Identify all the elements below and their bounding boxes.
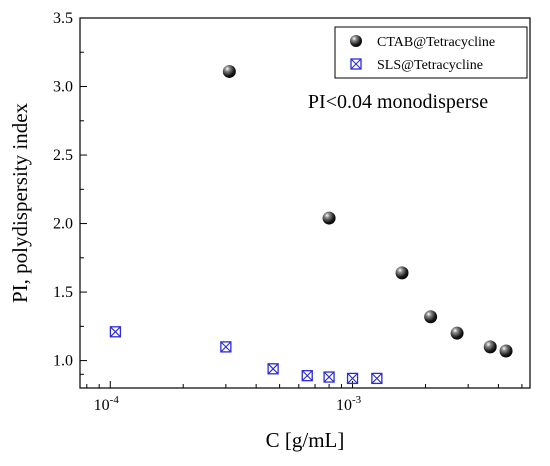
annotation-text: PI<0.04 monodisperse xyxy=(308,91,488,113)
y-axis-title: PI, polydispersity index xyxy=(8,102,32,303)
data-points xyxy=(109,64,513,385)
ctab-data-point xyxy=(222,64,236,78)
legend-marker-ctab xyxy=(350,35,362,47)
x-tick-label: 10-3 xyxy=(336,394,362,414)
sls-data-point xyxy=(109,326,122,338)
legend-label-ctab: CTAB@Tetracycline xyxy=(377,35,495,50)
y-tick-label: 1.0 xyxy=(53,353,73,370)
ctab-data-point xyxy=(483,340,497,354)
y-tick-label: 3.5 xyxy=(53,10,73,27)
y-tick-label: 1.5 xyxy=(53,284,73,301)
legend-square-x xyxy=(350,58,362,70)
sls-data-point xyxy=(346,372,359,385)
y-tick-label: 2.5 xyxy=(53,147,73,164)
ctab-data-point xyxy=(499,344,513,358)
plot-frame xyxy=(79,17,531,389)
ctab-data-point xyxy=(424,310,438,324)
y-tick-label: 2.0 xyxy=(53,216,73,233)
sls-data-point xyxy=(267,363,279,375)
y-tick-label: 3.0 xyxy=(53,79,73,96)
legend-marker-sls xyxy=(350,58,362,70)
y-axis-ticks: 1.0 1.5 2.0 2.5 3.0 3.5 xyxy=(53,10,87,375)
ctab-data-point xyxy=(450,326,464,340)
x-axis-ticks: 10-4 10-3 xyxy=(86,381,523,414)
ctab-data-point xyxy=(322,211,336,225)
legend-label-sls: SLS@Tetracycline xyxy=(377,58,483,73)
sls-data-point xyxy=(220,341,232,353)
sls-data-point xyxy=(301,370,313,382)
x-tick-label: 10-4 xyxy=(94,394,120,414)
sls-data-point xyxy=(323,371,335,383)
legend-box xyxy=(334,26,528,79)
x-axis-title: C [g/mL] xyxy=(266,428,345,452)
ctab-data-point xyxy=(395,266,409,280)
sls-data-point xyxy=(371,372,383,385)
legend: CTAB@Tetracycline SLS@Tetracycline xyxy=(334,26,528,79)
